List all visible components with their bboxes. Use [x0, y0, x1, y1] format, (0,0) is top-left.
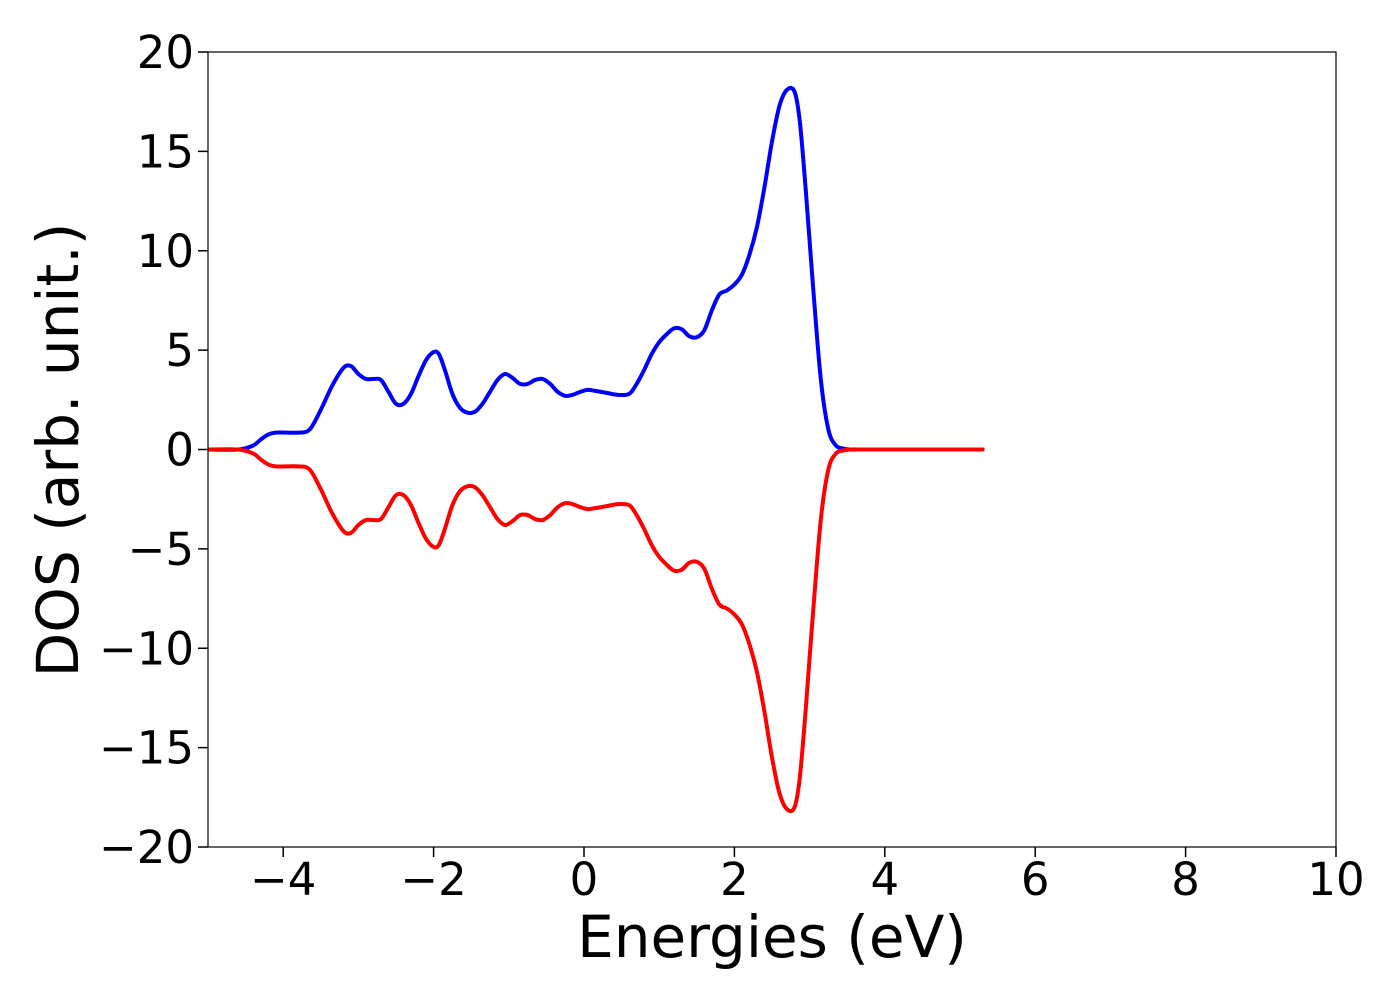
y-tick-label: −10: [99, 622, 194, 675]
y-tick-label: −20: [99, 821, 194, 874]
y-tick-label: 5: [165, 324, 194, 377]
y-tick-label: −5: [128, 523, 194, 576]
dos-down-line: [208, 447, 985, 814]
y-tick-label: 15: [137, 125, 194, 178]
y-axis-title: DOS (arb. unit.): [24, 223, 92, 678]
dos-up-line: [208, 85, 985, 452]
x-tick-label: 10: [1307, 853, 1364, 906]
x-axis-title: Energies (eV): [577, 903, 967, 971]
x-tick-label: −4: [250, 853, 316, 906]
y-tick-label: 20: [137, 26, 194, 79]
x-tick-label: 0: [570, 853, 599, 906]
x-tick-label: 2: [720, 853, 749, 906]
y-tick-label: 0: [165, 424, 194, 477]
x-tick-label: 8: [1171, 853, 1200, 906]
plot-frame: [207, 51, 1337, 848]
x-axis: −4 −2 0 2 4 6 8 10: [250, 847, 1365, 906]
x-tick-label: −2: [400, 853, 466, 906]
x-tick-label: 4: [870, 853, 899, 906]
y-tick-label: −15: [99, 722, 194, 775]
y-axis: −20 −15 −10 −5 0 5 10 15 20: [99, 26, 208, 874]
x-tick-label: 6: [1021, 853, 1050, 906]
series-layer: [208, 85, 985, 814]
y-tick-label: 10: [137, 225, 194, 278]
